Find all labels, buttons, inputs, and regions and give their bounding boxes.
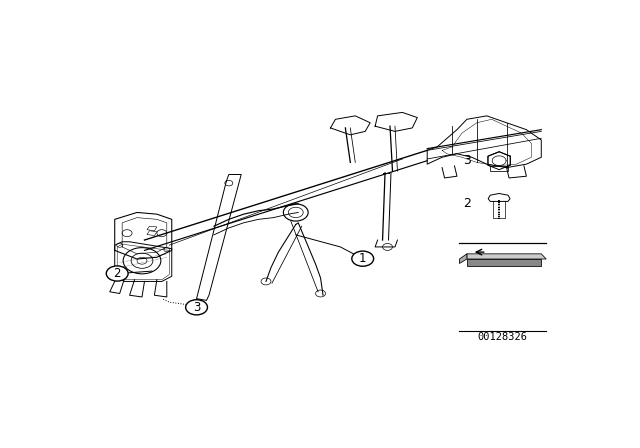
Text: 2: 2 xyxy=(463,197,471,210)
Text: 2: 2 xyxy=(113,267,121,280)
Polygon shape xyxy=(147,226,157,231)
Polygon shape xyxy=(467,259,541,266)
Text: 00128326: 00128326 xyxy=(478,332,528,342)
Text: 3: 3 xyxy=(193,301,200,314)
Polygon shape xyxy=(460,254,467,263)
Polygon shape xyxy=(147,231,157,236)
Circle shape xyxy=(186,300,207,315)
Polygon shape xyxy=(488,194,510,202)
Polygon shape xyxy=(467,254,547,259)
Text: 1: 1 xyxy=(359,252,367,265)
Circle shape xyxy=(106,266,128,281)
Polygon shape xyxy=(488,152,510,170)
Text: 3: 3 xyxy=(463,154,471,167)
Polygon shape xyxy=(490,166,508,171)
Circle shape xyxy=(352,251,374,266)
